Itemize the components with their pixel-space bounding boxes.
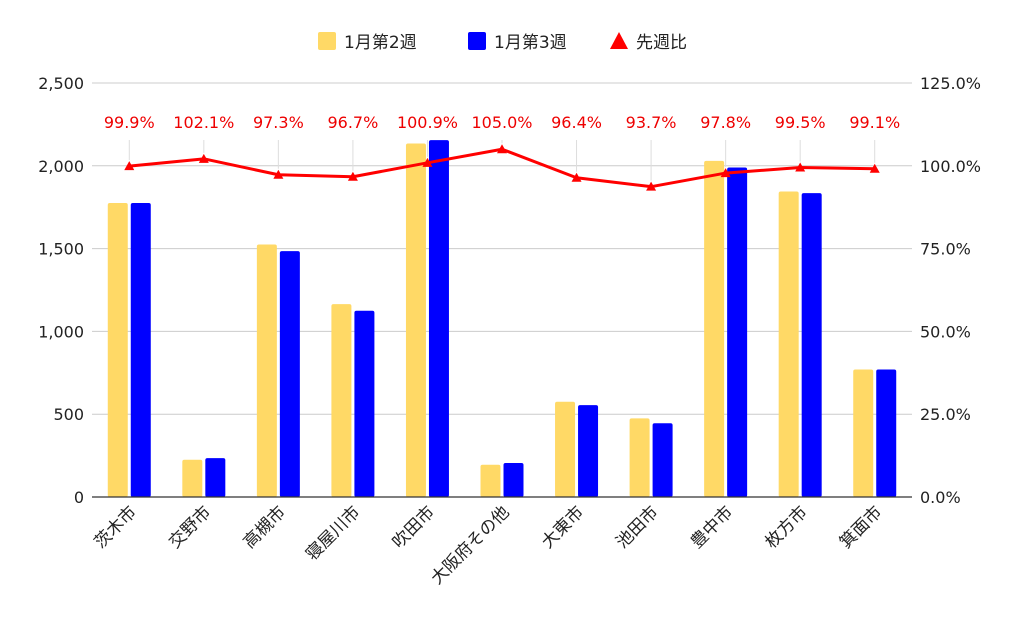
y-left-tick-label: 1,000: [38, 322, 84, 341]
bar: [704, 160, 725, 497]
bar-series: [107, 140, 897, 497]
category-label: 大阪府その他: [427, 502, 513, 588]
legend-label: 1月第2週: [344, 33, 417, 53]
data-label: 96.4%: [551, 113, 602, 132]
y-left-tick-label: 2,500: [38, 74, 84, 93]
bar: [727, 167, 748, 497]
line-point: [720, 168, 731, 178]
line-series: 99.9% 102.1% 97.3% 96.7% 100.9% 105.0% 96.4% 93…: [104, 113, 900, 191]
y-left-tick-label: 1,500: [38, 240, 84, 259]
right-y-axis: 0.0% 25.0% 50.0% 75.0% 100.0% 125.0%: [920, 74, 981, 507]
bar: [354, 310, 375, 497]
bar: [801, 193, 822, 497]
data-label: 99.9%: [104, 113, 155, 132]
data-label: 96.7%: [327, 113, 378, 132]
data-label: 105.0%: [471, 113, 532, 132]
bar: [555, 401, 576, 497]
line-point: [869, 163, 880, 173]
category-label: 豊中市: [687, 502, 737, 552]
category-label: 枚方市: [762, 502, 812, 552]
y-right-tick-label: 75.0%: [920, 240, 971, 259]
bar: [853, 369, 874, 497]
bar: [480, 464, 501, 497]
y-right-tick-label: 25.0%: [920, 405, 971, 424]
bar: [876, 369, 897, 497]
category-label: 吹田市: [389, 502, 439, 552]
category-label: 大東市: [538, 502, 588, 552]
bar: [578, 405, 599, 497]
bar: [778, 191, 799, 497]
line-point: [124, 161, 135, 171]
category-label: 茨木市: [91, 502, 141, 552]
legend-label: 1月第3週: [494, 33, 567, 53]
bar: [331, 304, 352, 497]
bar: [629, 418, 650, 497]
category-label: 寝屋川市: [302, 502, 365, 565]
bar: [256, 244, 277, 497]
y-right-tick-label: 0.0%: [920, 488, 961, 507]
gridlines: [92, 82, 912, 415]
category-label: 交野市: [165, 502, 215, 552]
legend-label: 先週比: [636, 33, 687, 53]
bar: [107, 203, 128, 497]
line-point: [422, 157, 433, 167]
bar: [182, 459, 203, 497]
category-label: 池田市: [612, 502, 662, 552]
left-y-axis: 0 500 1,000 1,500 2,000 2,500: [38, 74, 84, 507]
bar: [130, 203, 151, 497]
y-right-tick-label: 50.0%: [920, 322, 971, 341]
y-left-tick-label: 2,000: [38, 157, 84, 176]
category-label: 箕面市: [836, 502, 886, 552]
y-right-tick-label: 100.0%: [920, 157, 981, 176]
line-point: [571, 172, 582, 182]
y-left-tick-label: 0: [74, 488, 84, 507]
legend-swatch: [610, 32, 628, 49]
line-point: [198, 153, 209, 163]
legend-swatch: [468, 32, 486, 50]
line-point: [497, 144, 507, 154]
data-label: 99.5%: [775, 113, 826, 132]
line-point: [646, 181, 657, 191]
line-point: [347, 171, 358, 181]
data-label: 93.7%: [626, 113, 677, 132]
bar: [405, 143, 426, 497]
line-path: [129, 147, 875, 189]
line-point: [795, 162, 806, 172]
category-label: 高槻市: [240, 502, 290, 552]
bar: [279, 251, 300, 497]
legend-swatch: [318, 32, 336, 50]
data-label: 102.1%: [173, 113, 234, 132]
y-left-tick-label: 500: [53, 405, 84, 424]
line-point: [273, 169, 284, 179]
data-label: 97.8%: [700, 113, 751, 132]
data-label: 97.3%: [253, 113, 304, 132]
data-label: 99.1%: [849, 113, 900, 132]
bar: [428, 140, 449, 497]
y-right-tick-label: 125.0%: [920, 74, 981, 93]
legend: 1月第2週 1月第3週 先週比: [318, 32, 687, 53]
bar: [652, 423, 673, 497]
bar: [503, 463, 524, 497]
bar: [205, 458, 226, 497]
data-label: 100.9%: [397, 113, 458, 132]
